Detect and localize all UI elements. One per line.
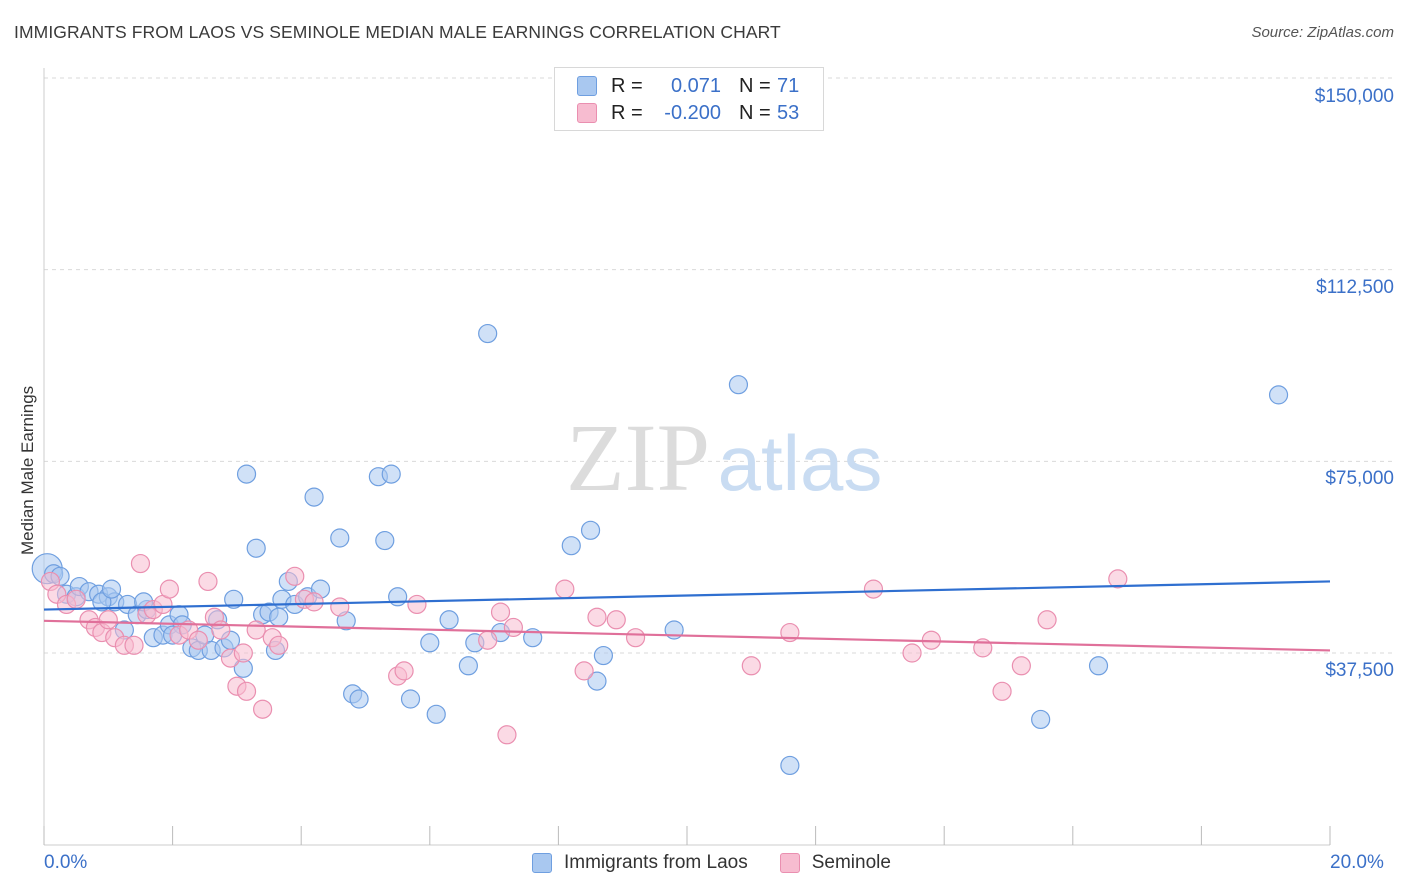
seminole-point <box>407 594 427 615</box>
seminole-point <box>124 635 144 655</box>
seminole-point <box>863 579 884 599</box>
seminole-point <box>130 553 151 574</box>
seminole-point <box>587 607 607 627</box>
legend-swatch-seminole <box>779 853 800 873</box>
legend-swatch-laos <box>532 853 552 873</box>
y-tick-label: $112,500 <box>1316 277 1394 298</box>
seminole-point <box>1037 610 1057 630</box>
seminole-point <box>304 592 324 612</box>
legend-r-label: R = <box>611 101 643 124</box>
grid-lines <box>44 77 1395 654</box>
legend-n-label: N = <box>739 101 771 124</box>
laos-point <box>561 536 581 556</box>
legend-swatch-pink <box>577 103 597 123</box>
seminole-trend-line <box>43 619 1331 652</box>
laos-point <box>439 610 459 630</box>
seminole-point <box>233 643 253 663</box>
laos-point <box>381 464 401 484</box>
chart-title: IMMIGRANTS FROM LAOS VS SEMINOLE MEDIAN … <box>14 22 781 42</box>
legend-label-laos: Immigrants from Laos <box>564 852 748 873</box>
legend-r-label: R = <box>611 74 643 97</box>
laos-trend-line <box>43 580 1331 611</box>
laos-point <box>330 528 350 548</box>
legend-n-value: 71 <box>777 74 800 97</box>
y-tick-label: $75,000 <box>1325 468 1394 489</box>
laos-point <box>101 579 122 599</box>
seminole-point <box>741 656 761 676</box>
seminole-point <box>330 597 350 617</box>
laos-point <box>1088 656 1109 676</box>
legend-row-laos: R = 0.071 N = 71 <box>577 73 799 99</box>
laos-point <box>478 323 498 344</box>
stats-legend: R = 0.071 N = 71 R = -0.200 N = 53 <box>554 67 824 131</box>
laos-point <box>224 589 244 609</box>
laos-point <box>400 689 421 709</box>
seminole-point <box>503 617 523 638</box>
laos-point <box>593 645 614 666</box>
watermark: ZIP atlas <box>566 404 882 511</box>
laos-point <box>269 607 289 627</box>
laos-point <box>1268 385 1289 405</box>
series-immigrants-from-laos <box>31 323 1289 776</box>
laos-point <box>420 633 440 653</box>
legend-swatch-blue <box>577 76 597 96</box>
seminole-point <box>574 661 594 681</box>
legend-n-value: 53 <box>777 101 800 124</box>
legend-row-seminole: R = -0.200 N = 53 <box>577 100 799 126</box>
seminole-point <box>490 602 511 622</box>
seminole-point <box>478 630 498 650</box>
seminole-point <box>236 681 257 701</box>
seminole-point <box>1011 656 1031 676</box>
laos-point <box>426 704 446 724</box>
legend-label-seminole: Seminole <box>811 852 891 873</box>
laos-point <box>388 587 408 607</box>
series-legend: Immigrants from Laos Seminole <box>532 852 891 874</box>
laos-point <box>780 755 800 776</box>
laos-point <box>304 487 324 507</box>
y-tick-label: $37,500 <box>1325 660 1394 681</box>
seminole-point <box>902 643 922 663</box>
seminole-point <box>198 571 218 592</box>
laos-point <box>458 656 478 676</box>
seminole-point <box>253 699 273 719</box>
laos-point <box>92 592 112 612</box>
legend-n-label: N = <box>739 74 771 97</box>
trend-lines <box>43 580 1331 652</box>
seminole-point <box>66 589 86 609</box>
seminole-point <box>98 610 118 630</box>
seminole-point <box>188 630 208 650</box>
axes <box>43 68 1331 846</box>
seminole-point <box>497 725 517 745</box>
laos-point <box>349 689 369 709</box>
laos-point <box>236 464 257 484</box>
seminole-point <box>555 579 575 599</box>
seminole-point <box>285 566 305 586</box>
x-tick-label: 20.0% <box>1330 852 1384 873</box>
seminole-point <box>394 661 414 681</box>
legend-r-value: 0.071 <box>670 74 721 97</box>
watermark-zip: ZIP <box>566 404 710 511</box>
seminole-point <box>246 620 266 640</box>
chart-source: Source: ZipAtlas.com <box>1251 24 1394 41</box>
laos-point <box>587 671 607 691</box>
watermark-atlas: atlas <box>718 419 883 507</box>
seminole-point <box>606 610 626 630</box>
seminole-point <box>992 681 1012 701</box>
seminole-point <box>159 579 179 599</box>
legend-r-value: -0.200 <box>664 101 721 124</box>
laos-point <box>580 520 601 540</box>
seminole-point <box>1108 569 1128 589</box>
seminole-point <box>269 635 289 655</box>
seminole-point <box>625 628 646 648</box>
series-seminole <box>40 553 1128 745</box>
laos-point <box>1031 709 1051 730</box>
y-tick-label: $150,000 <box>1314 86 1394 107</box>
laos-point <box>246 538 266 558</box>
laos-point <box>728 375 749 395</box>
laos-point <box>375 530 395 551</box>
x-tick-label: 0.0% <box>44 852 88 873</box>
